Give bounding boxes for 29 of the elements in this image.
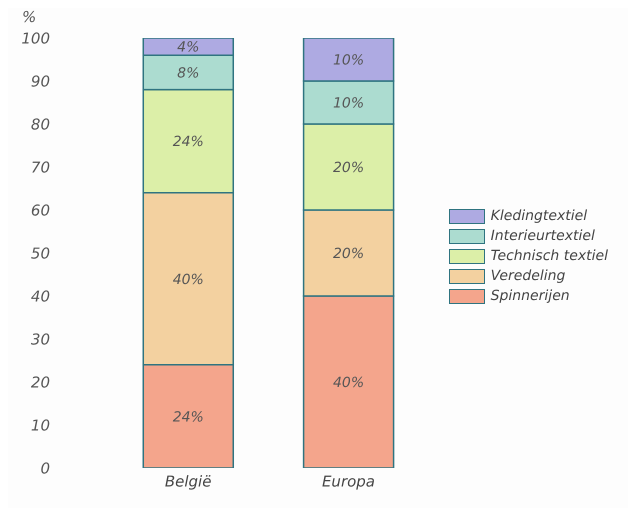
legend-label: Interieurtextiel [490,228,595,244]
y-tick-label: 0 [40,459,50,478]
y-tick-label: 70 [30,158,50,176]
y-tick-label: 60 [30,201,50,220]
data-label: 24% [172,409,204,426]
data-label: 20% [333,246,364,262]
y-tick-label: 100 [21,29,50,48]
data-label: 24% [172,134,204,150]
y-axis-title: % [22,8,36,26]
legend-label: Kledingtextiel [490,208,588,224]
data-label: 8% [177,65,200,82]
legend-label: Technisch textiel [490,248,608,264]
y-tick-label: 80 [30,115,50,134]
data-label: 4% [177,40,200,56]
y-tick-label: 30 [30,330,50,348]
legend-label: Veredeling [490,268,566,284]
x-tick-label: België [164,472,212,491]
x-tick-label: Europa [322,472,376,491]
y-tick-label: 40 [30,287,50,306]
y-tick-label: 20 [30,373,50,392]
data-label: 10% [333,95,364,112]
data-label: 20% [333,160,364,176]
y-tick-label: 90 [30,72,50,90]
data-label: 10% [333,52,364,68]
data-label: 40% [333,374,364,391]
y-tick-label: 50 [30,244,50,262]
legend-label: Spinnerijen [490,288,570,304]
data-label: 40% [172,272,204,288]
y-tick-label: 10 [30,416,50,434]
